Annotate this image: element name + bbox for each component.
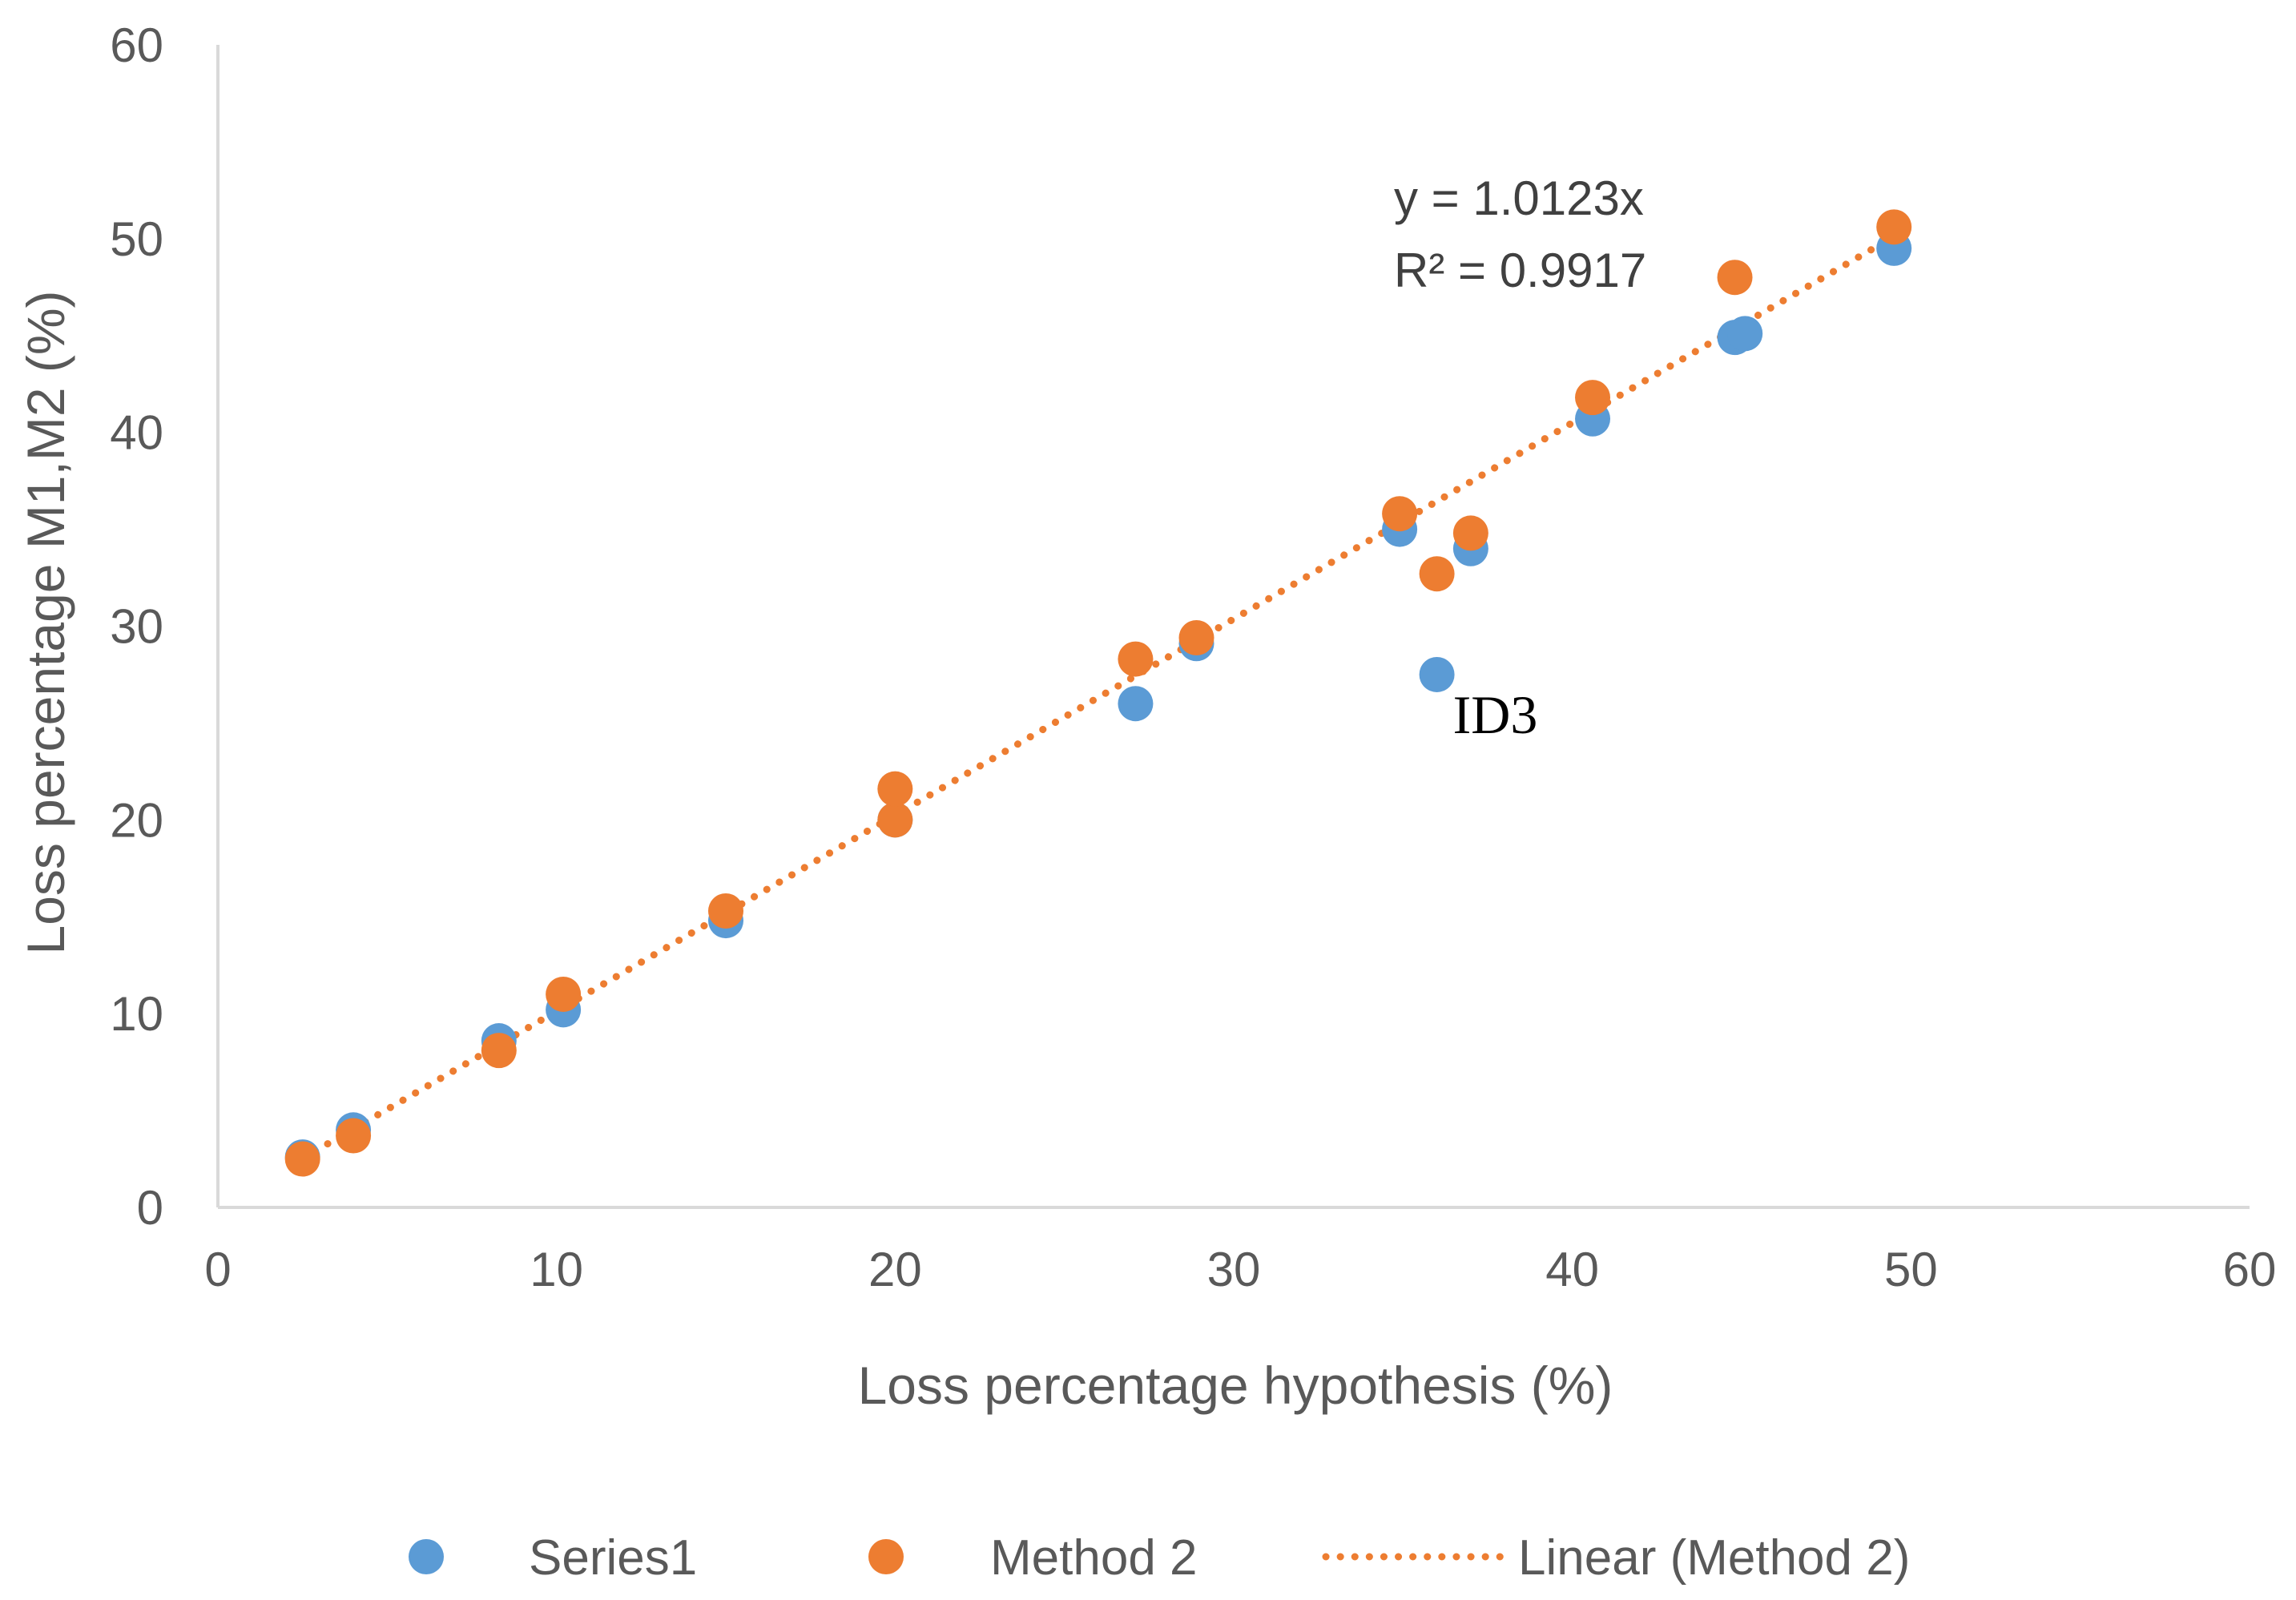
series1-point [1118, 686, 1154, 722]
x-axis-title: Loss percentage hypothesis (%) [858, 1356, 1613, 1415]
method2-point [1419, 556, 1455, 592]
method2-point [336, 1118, 372, 1154]
method2-point [877, 802, 913, 838]
method2-point [1452, 515, 1488, 551]
legend: Series1 Method 2 Linear (Method 2) [409, 1530, 1910, 1586]
y-tick-label: 10 [110, 987, 163, 1041]
series1-point [1419, 656, 1455, 692]
method2-point [1717, 260, 1753, 296]
trendline-r-squared: R² = 0.9917 [1394, 244, 1646, 297]
method2-point [1118, 641, 1154, 677]
data-points [284, 209, 1912, 1177]
trendline-equation: y = 1.0123x [1394, 171, 1644, 225]
method2-point [877, 771, 913, 807]
x-tick-label: 50 [1884, 1243, 1938, 1296]
x-tick-label: 10 [530, 1243, 583, 1296]
y-tick-label: 50 [110, 212, 163, 266]
x-tick-label: 30 [1207, 1243, 1261, 1296]
method2-point [1876, 209, 1912, 245]
annotation-label: ID3 [1453, 684, 1538, 745]
y-tick-label: 40 [110, 406, 163, 460]
legend-method2-label: Method 2 [990, 1530, 1198, 1586]
method2-point [1575, 380, 1611, 416]
y-axis-title: Loss percentage M1,M2 (%) [16, 290, 75, 954]
x-tick-label: 40 [1545, 1243, 1599, 1296]
method2-point [1382, 496, 1418, 532]
legend-series1-marker [409, 1539, 444, 1574]
method2-point [1178, 620, 1214, 656]
y-tick-label: 20 [110, 793, 163, 847]
x-tick-label: 20 [868, 1243, 922, 1296]
method2-point [284, 1141, 320, 1177]
legend-series1-label: Series1 [529, 1530, 697, 1586]
legend-method2-marker [868, 1539, 904, 1574]
y-tick-labels: 0 10 20 30 40 50 60 [110, 18, 163, 1235]
x-tick-labels: 0 10 20 30 40 50 60 [204, 1243, 2276, 1296]
y-tick-label: 0 [137, 1181, 163, 1235]
legend-trendline-label: Linear (Method 2) [1518, 1530, 1910, 1586]
annotations: ID3 [1453, 684, 1538, 745]
series1-point [1727, 316, 1763, 352]
y-tick-label: 60 [110, 18, 163, 72]
x-tick-label: 0 [204, 1243, 231, 1296]
method2-point [708, 893, 743, 929]
axes [216, 45, 2250, 1209]
method2-point [481, 1033, 517, 1069]
x-tick-label: 60 [2223, 1243, 2277, 1296]
method2-point [546, 976, 582, 1012]
y-tick-label: 30 [110, 600, 163, 654]
